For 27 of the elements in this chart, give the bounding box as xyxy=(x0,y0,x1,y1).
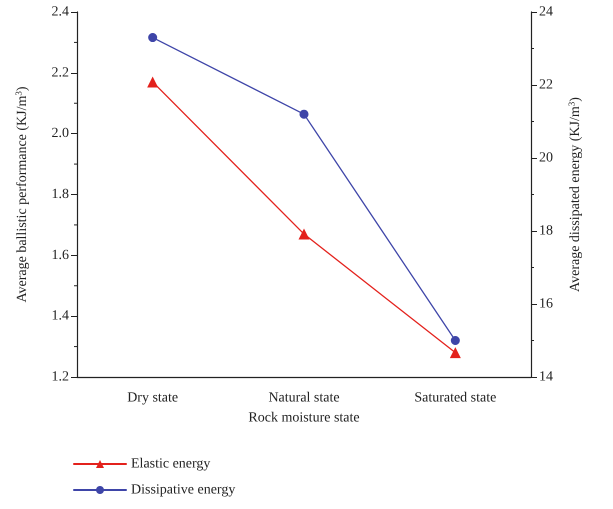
y2-tick-label: 14 xyxy=(539,370,553,384)
legend-label: Elastic energy xyxy=(131,456,210,472)
y2-axis-title: Average dissipated energy (KJ/m3) xyxy=(566,96,583,292)
x-tick-label: Saturated state xyxy=(414,390,496,406)
y-axis-title: Average ballistic performance (KJ/m3) xyxy=(14,86,30,303)
y-tick-label: 1.8 xyxy=(52,187,69,202)
legend-label: Dissipative energy xyxy=(131,482,236,498)
point xyxy=(147,76,158,88)
y2-tick-label: 20 xyxy=(539,150,553,166)
point xyxy=(298,228,310,240)
point xyxy=(450,336,460,345)
point xyxy=(450,347,461,358)
y-tick-label: 2.0 xyxy=(52,126,69,142)
y-tick-label: 2.2 xyxy=(52,65,69,80)
y2-tick-label: 24 xyxy=(539,4,553,20)
x-tick-label: Dry state xyxy=(127,390,178,406)
y2-tick-label: 22 xyxy=(539,78,553,92)
x-tick-label: Natural state xyxy=(268,390,340,406)
y-tick-label: 1.4 xyxy=(52,308,69,324)
y2-tick-label: 16 xyxy=(539,296,553,312)
y-tick-label: 1.2 xyxy=(52,370,69,384)
y-tick-label: 1.6 xyxy=(52,248,69,263)
point xyxy=(148,33,158,42)
y2-tick-label: 18 xyxy=(539,224,553,238)
x-axis-title: Rock moisture state xyxy=(248,410,360,426)
point xyxy=(300,110,308,119)
y-tick-label: 2.4 xyxy=(52,4,69,20)
